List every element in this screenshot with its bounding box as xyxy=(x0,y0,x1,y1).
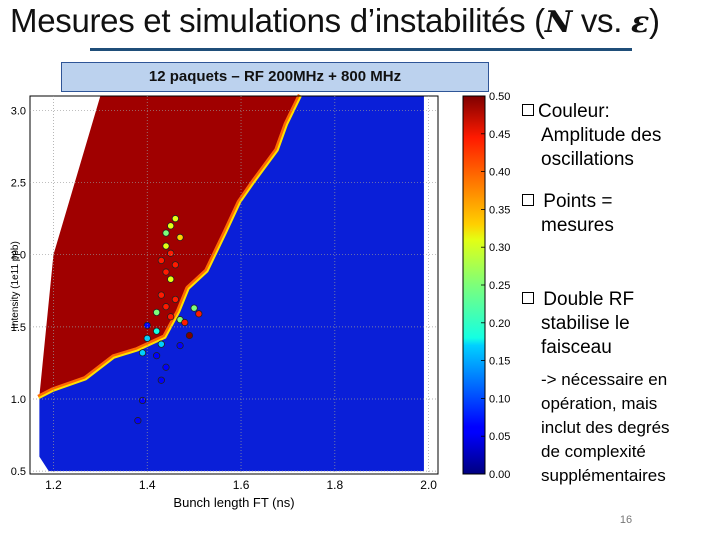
colorbar-tick-label: 0.10 xyxy=(489,393,510,405)
measurement-point xyxy=(167,249,175,257)
measurement-point xyxy=(134,417,142,425)
colorbar-tick-label: 0.20 xyxy=(489,318,510,330)
measurement-point xyxy=(167,313,175,321)
bullet-double-rf: Double RF stabilise le faisceau xyxy=(522,288,718,360)
y-tick-label: 1.0 xyxy=(11,394,26,406)
y-axis-label: Intensity (1e11 ppb) xyxy=(10,241,21,329)
transition-band-inner xyxy=(38,95,304,401)
checkbox-bullet-icon xyxy=(522,292,534,304)
bullet-line: Couleur: xyxy=(538,101,610,122)
measurement-point xyxy=(171,261,179,269)
measurement-point xyxy=(143,321,151,329)
bullet-line: inclut des degrés xyxy=(541,418,670,437)
colorbar-tick-label: 0.00 xyxy=(489,469,510,481)
measurement-point xyxy=(157,256,165,265)
page-number: 16 xyxy=(619,514,633,526)
measurement-point xyxy=(157,376,165,384)
measurement-point xyxy=(176,233,184,241)
measurement-point xyxy=(138,349,147,357)
colorbar-tick-label: 0.25 xyxy=(489,280,510,292)
bullet-line: Points = xyxy=(538,191,613,212)
checkbox-bullet-icon xyxy=(522,194,534,206)
bullet-colour: Couleur: Amplitude des oscillations xyxy=(522,100,718,172)
colorbar-tick-label: 0.30 xyxy=(489,242,510,254)
measurement-point xyxy=(143,334,151,342)
x-tick-label: 1.2 xyxy=(45,478,62,492)
colorbar-tick-label: 0.50 xyxy=(489,91,510,103)
colorbar-tick-label: 0.15 xyxy=(489,356,510,368)
y-tick-label: 2.0 xyxy=(11,250,26,262)
bullet-line: stabilise le xyxy=(541,313,630,334)
measurement-point xyxy=(167,222,175,230)
bullet-points: Points = mesures xyxy=(522,190,718,238)
colorbar-tick-label: 0.35 xyxy=(489,204,510,216)
plot-frame xyxy=(29,95,439,475)
y-tick-label: 0.5 xyxy=(11,466,26,478)
measurement-point xyxy=(185,331,194,340)
x-axis-label: Bunch length FT (ns) xyxy=(173,495,294,510)
x-tick-label: 1.8 xyxy=(326,478,343,492)
slide-title-vs: vs. xyxy=(571,2,631,39)
slide-title-close: ) xyxy=(648,2,660,39)
bullet-line: mesures xyxy=(541,215,614,236)
measurement-point xyxy=(157,291,165,299)
measurement-point xyxy=(153,308,161,317)
bullet-line: opération, mais xyxy=(541,394,658,413)
colorbar-tick-label: 0.40 xyxy=(489,167,510,179)
bullet-line: supplémentaires xyxy=(541,466,666,485)
x-tick-label: 1.4 xyxy=(139,478,156,492)
title-underline xyxy=(90,48,632,51)
checkbox-bullet-icon xyxy=(522,104,534,116)
measurement-point xyxy=(138,396,147,405)
bullet-line: Amplitude des xyxy=(541,125,662,146)
colorbar-tick-label: 0.05 xyxy=(489,431,510,443)
measurement-point xyxy=(171,295,179,304)
x-tick-label: 1.6 xyxy=(233,478,250,492)
title-symbol-epsilon: ε xyxy=(631,5,649,40)
measurement-point xyxy=(181,318,189,327)
measurement-point xyxy=(162,303,170,311)
colorbar-tick-label: 0.45 xyxy=(489,129,510,141)
y-tick-label: 2.5 xyxy=(11,178,26,190)
title-symbol-n: N xyxy=(544,5,572,40)
x-tick-label: 2.0 xyxy=(420,478,437,492)
stable-region xyxy=(39,96,424,472)
slide-title-text: Mesures et simulations d’instabilités ( xyxy=(10,2,545,39)
y-tick-label: 3.0 xyxy=(11,105,26,117)
measurement-point xyxy=(171,215,179,223)
bullet-line: faisceau xyxy=(541,337,612,358)
measurement-point xyxy=(162,242,170,250)
measurement-point xyxy=(153,352,161,360)
measurement-point xyxy=(162,363,170,371)
measurement-point xyxy=(190,304,198,312)
measurement-point xyxy=(195,310,203,318)
measurement-point xyxy=(176,341,184,350)
y-tick-label: 1.5 xyxy=(11,322,26,334)
measurement-point xyxy=(162,229,170,237)
plot-caption-banner: 12 paquets – RF 200MHz + 800 MHz xyxy=(61,62,489,92)
measurement-point xyxy=(162,268,170,276)
bullet-line: Double RF xyxy=(538,289,635,310)
slide-title: Mesures et simulations d’instabilités (N… xyxy=(10,2,660,40)
measurement-point xyxy=(157,340,165,348)
bullet-line: -> nécessaire en xyxy=(541,370,668,389)
unstable-region xyxy=(39,96,303,399)
measurement-point xyxy=(167,275,175,283)
bullet-consequence: -> nécessaire en opération, mais inclut … xyxy=(522,368,718,488)
measurement-point xyxy=(153,327,161,335)
bullet-line: de complexité xyxy=(541,442,646,461)
bullet-line: oscillations xyxy=(541,149,634,170)
